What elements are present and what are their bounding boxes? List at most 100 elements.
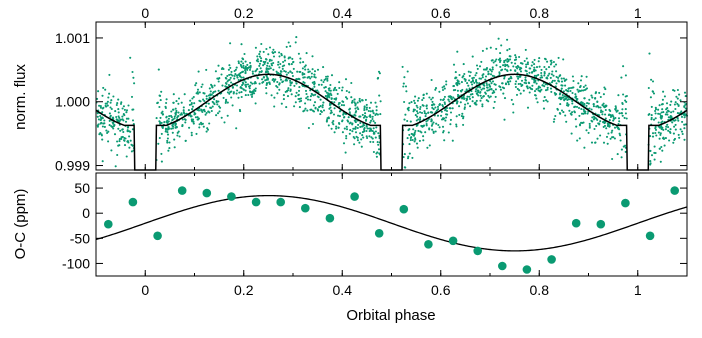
- flux-point: [317, 83, 321, 86]
- flux-point: [323, 86, 326, 89]
- flux-point: [582, 108, 585, 111]
- flux-point: [371, 115, 374, 118]
- flux-point: [276, 72, 279, 75]
- flux-point: [431, 96, 434, 99]
- flux-point: [464, 79, 467, 82]
- flux-point: [412, 128, 415, 131]
- flux-point: [123, 139, 126, 142]
- flux-point: [379, 113, 382, 116]
- flux-point: [131, 119, 135, 122]
- flux-point: [420, 131, 423, 134]
- flux-point: [241, 70, 245, 73]
- flux-point: [297, 52, 300, 55]
- flux-point: [514, 82, 517, 86]
- flux-point: [565, 89, 568, 92]
- flux-point: [229, 66, 232, 69]
- flux-point: [303, 109, 306, 112]
- flux-point: [480, 97, 483, 100]
- flux-point: [657, 112, 660, 115]
- flux-point: [189, 99, 192, 102]
- flux-point: [369, 114, 372, 117]
- flux-point: [262, 80, 265, 83]
- flux-point: [546, 86, 549, 89]
- flux-point: [309, 95, 312, 98]
- flux-point: [117, 108, 120, 111]
- flux-point: [307, 126, 310, 130]
- flux-point: [676, 97, 679, 100]
- flux-point: [369, 128, 373, 131]
- flux-point: [250, 95, 254, 98]
- flux-point: [507, 81, 510, 84]
- flux-point: [123, 136, 126, 140]
- flux-point: [519, 70, 523, 73]
- flux-point: [298, 86, 301, 89]
- flux-point: [660, 121, 663, 124]
- flux-point: [325, 91, 329, 94]
- flux-point: [537, 89, 540, 92]
- flux-point: [333, 131, 336, 134]
- flux-point: [421, 104, 424, 107]
- flux-point: [665, 102, 669, 105]
- flux-point: [338, 86, 341, 90]
- flux-point: [509, 80, 512, 83]
- flux-point: [311, 81, 314, 84]
- residual-point: [153, 231, 162, 241]
- residual-point: [645, 231, 655, 241]
- flux-point: [166, 139, 169, 142]
- flux-point: [114, 165, 117, 168]
- flux-point: [498, 72, 501, 75]
- flux-point: [338, 110, 341, 113]
- flux-point: [171, 119, 174, 122]
- flux-point: [198, 126, 201, 129]
- flux-point: [491, 80, 495, 83]
- bottom-y-tick-label: 50: [74, 180, 90, 196]
- flux-point: [169, 114, 173, 117]
- flux-point: [536, 101, 539, 104]
- flux-point: [326, 96, 329, 99]
- flux-point: [541, 84, 544, 87]
- flux-point: [495, 47, 498, 50]
- flux-point: [582, 121, 585, 124]
- flux-point: [242, 64, 245, 67]
- flux-point: [588, 107, 591, 110]
- flux-point: [674, 123, 677, 126]
- flux-point: [214, 70, 217, 73]
- flux-point: [564, 95, 568, 98]
- flux-point: [504, 68, 507, 71]
- flux-point: [508, 47, 511, 51]
- flux-point: [172, 93, 175, 96]
- flux-point: [650, 154, 654, 157]
- flux-point: [190, 115, 193, 118]
- flux-point: [503, 118, 506, 121]
- flux-point: [456, 89, 459, 92]
- flux-point: [244, 72, 247, 75]
- flux-point: [244, 94, 247, 97]
- flux-point: [244, 89, 247, 92]
- flux-point: [226, 91, 229, 94]
- flux-point: [280, 54, 283, 57]
- flux-point: [182, 106, 185, 109]
- flux-point: [181, 118, 184, 121]
- flux-point: [510, 98, 513, 101]
- flux-point: [258, 82, 261, 85]
- flux-point: [485, 82, 488, 85]
- flux-point: [342, 104, 346, 107]
- flux-point: [226, 114, 229, 117]
- flux-point: [431, 128, 434, 131]
- flux-point: [507, 83, 510, 86]
- flux-point: [565, 97, 568, 100]
- flux-point: [365, 135, 368, 138]
- flux-point: [580, 107, 583, 111]
- flux-point: [410, 132, 413, 135]
- flux-point: [659, 133, 662, 136]
- flux-point: [108, 112, 111, 115]
- flux-point: [118, 138, 121, 141]
- top-y-axis-label: norm. flux: [12, 64, 29, 130]
- flux-point: [343, 127, 346, 130]
- flux-point: [362, 136, 365, 139]
- flux-point: [175, 100, 178, 103]
- flux-point: [372, 132, 375, 135]
- flux-point: [431, 100, 434, 103]
- flux-point: [660, 111, 663, 114]
- flux-point: [224, 101, 227, 104]
